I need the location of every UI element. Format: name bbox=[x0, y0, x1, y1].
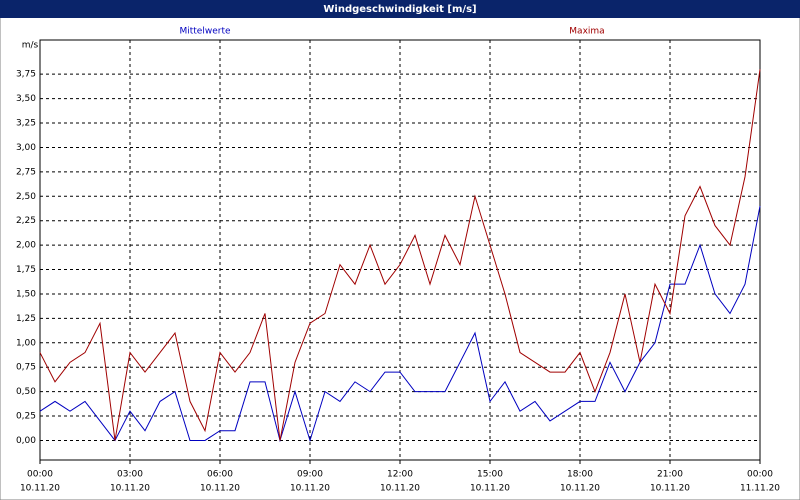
x-tick-date: 10.11.20 bbox=[650, 484, 690, 494]
x-tick-date: 10.11.20 bbox=[470, 484, 510, 494]
x-tick-label: 00:00 bbox=[747, 470, 773, 480]
x-tick-date: 11.11.20 bbox=[740, 484, 780, 494]
y-tick-label: 2,50 bbox=[16, 192, 36, 202]
data-line bbox=[39, 69, 761, 441]
y-tick-label: 0,50 bbox=[16, 387, 36, 397]
y-tick-label: 1,75 bbox=[16, 265, 36, 275]
x-tick-date: 10.11.20 bbox=[200, 484, 240, 494]
y-tick-label: 1,00 bbox=[16, 338, 36, 348]
y-tick-label: 1,25 bbox=[16, 314, 36, 324]
x-tick-date: 10.11.20 bbox=[560, 484, 600, 494]
y-tick-label: 3,25 bbox=[16, 119, 36, 129]
x-tick-label: 03:00 bbox=[117, 470, 143, 480]
chart-title: Windgeschwindigkeit [m/s] bbox=[323, 4, 476, 15]
x-tick-label: 12:00 bbox=[387, 470, 413, 480]
y-tick-label: 1,50 bbox=[16, 289, 36, 299]
x-tick-label: 00:00 bbox=[27, 470, 53, 480]
y-tick-label: 2,00 bbox=[16, 241, 36, 251]
x-tick-date: 10.11.20 bbox=[380, 484, 420, 494]
x-tick-label: 09:00 bbox=[297, 470, 323, 480]
y-tick-label: 2,75 bbox=[16, 167, 36, 177]
title-bar bbox=[0, 0, 800, 18]
y-tick-label: 0,75 bbox=[16, 363, 36, 373]
x-tick-label: 15:00 bbox=[477, 470, 503, 480]
y-tick-label: 0,25 bbox=[16, 412, 36, 422]
x-tick-label: 18:00 bbox=[567, 470, 593, 480]
legend-entry: Maxima bbox=[569, 27, 604, 37]
x-tick-label: 06:00 bbox=[207, 470, 233, 480]
y-tick-label: 2,25 bbox=[16, 216, 36, 226]
y-tick-label: 0,00 bbox=[16, 436, 36, 446]
y-tick-label: 3,50 bbox=[16, 94, 36, 104]
y-tick-label: 3,75 bbox=[16, 70, 36, 80]
x-tick-date: 10.11.20 bbox=[110, 484, 150, 494]
x-tick-date: 10.11.20 bbox=[20, 484, 60, 494]
y-tick-label: 3,00 bbox=[16, 143, 36, 153]
legend-entry: Mittelwerte bbox=[179, 27, 230, 37]
x-tick-date: 10.11.20 bbox=[290, 484, 330, 494]
y-axis-label: m/s bbox=[22, 41, 39, 51]
x-tick-label: 21:00 bbox=[657, 470, 683, 480]
